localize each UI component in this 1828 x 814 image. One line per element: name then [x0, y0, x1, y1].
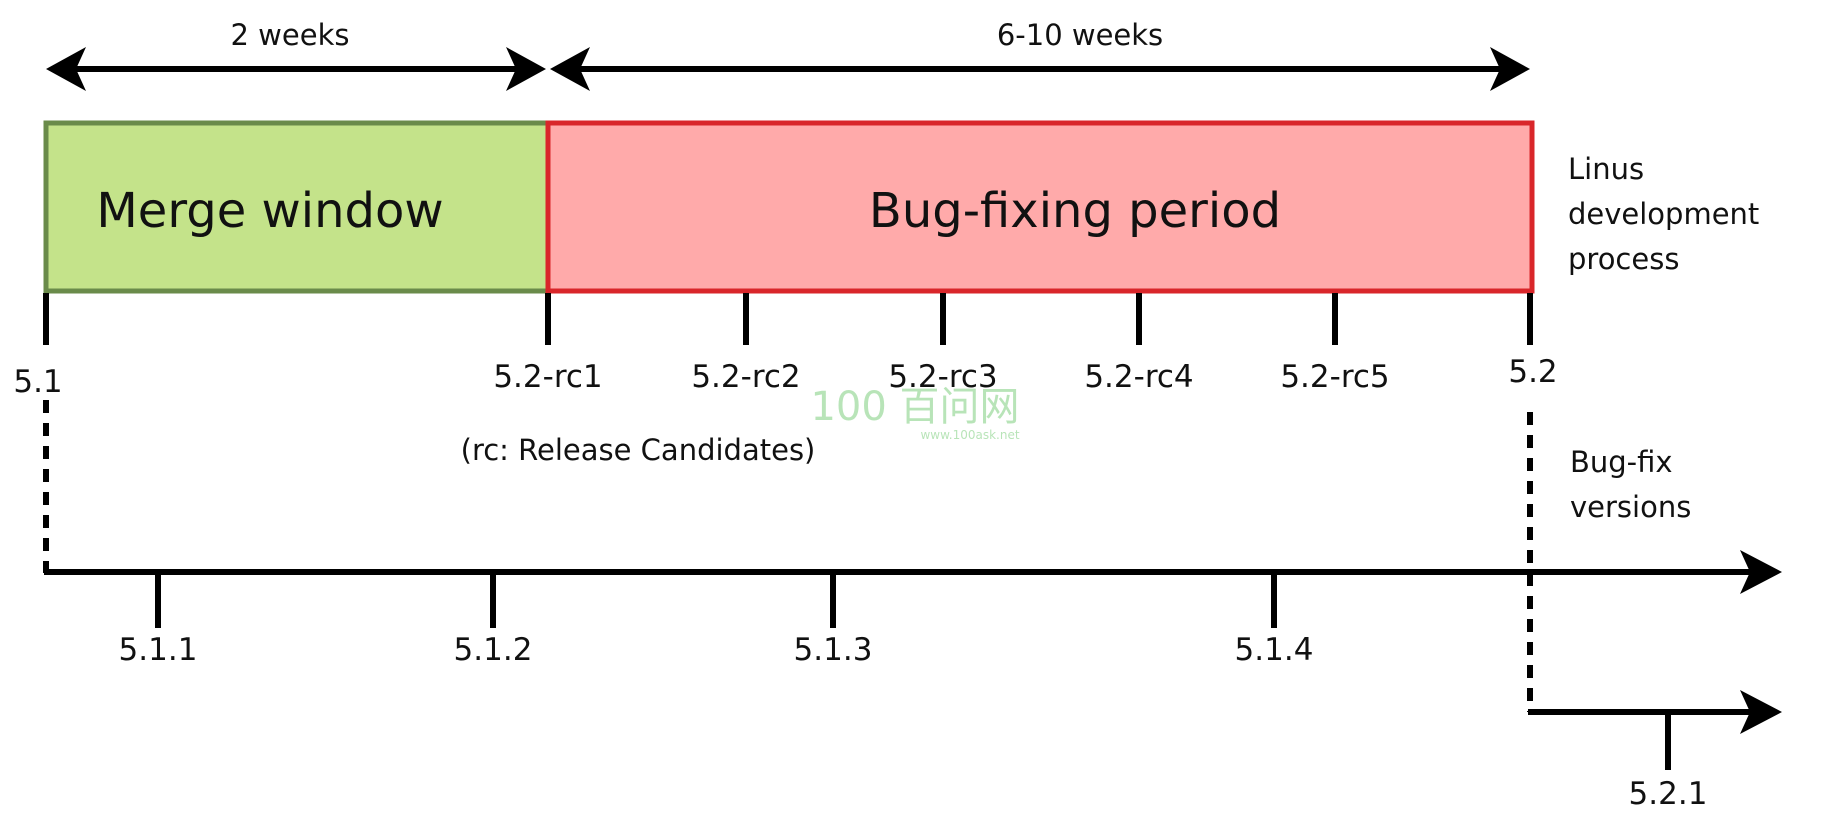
release-5.2-rc5: 5.2-rc5 — [1280, 359, 1389, 395]
merge-window-box — [43, 120, 551, 294]
bugfix-duration-label: 6-10 weeks — [997, 18, 1163, 52]
release-5.2-rc1: 5.2-rc1 — [493, 359, 602, 395]
bugfix-versions-line-1: Bug-fix — [1570, 445, 1673, 479]
linus-line-2: development — [1568, 197, 1759, 231]
watermark-text: 100 百问网 — [810, 384, 1019, 430]
linus-process-label: Linus development process — [1568, 152, 1769, 276]
merge-window-label: Merge window — [96, 183, 443, 239]
merge-duration-label: 2 weeks — [231, 18, 350, 52]
watermark-url: www.100ask.net — [920, 428, 1019, 442]
release-5.2-rc3: 5.2-rc3 — [888, 359, 997, 395]
release-5.2-rc2: 5.2-rc2 — [691, 359, 800, 395]
bugfix-period-box — [545, 120, 1535, 294]
bugfix-versions-line-2: versions — [1570, 490, 1691, 524]
release-5.2: 5.2 — [1508, 354, 1557, 390]
version-5.1.3: 5.1.3 — [794, 632, 873, 668]
linus-line-1: Linus — [1568, 152, 1644, 186]
bugfix-versions-label: Bug-fix versions — [1570, 445, 1691, 524]
version-5.1.2: 5.1.2 — [454, 632, 533, 668]
timeline-5.1.x — [44, 550, 1782, 628]
watermark: 100 百问网 www.100ask.net — [810, 384, 1019, 442]
release-5.1: 5.1 — [13, 364, 62, 400]
bugfix-period-label: Bug-fixing period — [869, 183, 1281, 239]
version-5.1.4: 5.1.4 — [1235, 632, 1314, 668]
version-5.1.1: 5.1.1 — [119, 632, 198, 668]
bugfix-duration-arrow — [550, 47, 1530, 91]
release-5.2-rc4: 5.2-rc4 — [1084, 359, 1193, 395]
release-ticks — [43, 293, 1533, 345]
timeline-5.2.x — [1528, 690, 1782, 770]
merge-duration-arrow — [46, 47, 546, 91]
version-5.2.1: 5.2.1 — [1629, 776, 1708, 812]
rc-note: (rc: Release Candidates) — [461, 433, 816, 467]
linus-line-3: process — [1568, 242, 1679, 276]
